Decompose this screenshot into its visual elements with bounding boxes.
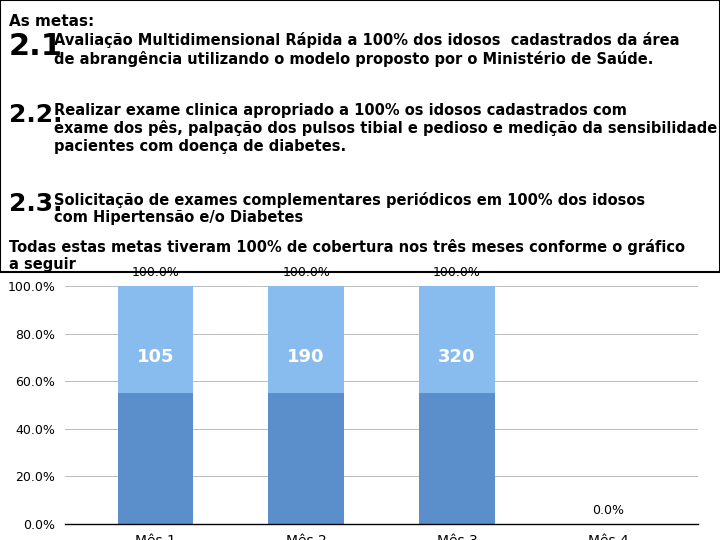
Bar	[419, 393, 495, 524]
Text: 0.0%: 0.0%	[592, 504, 624, 517]
Text: Realizar exame clinica apropriado a 100% os idosos cadastrados com
exame dos pês: Realizar exame clinica apropriado a 100%…	[54, 103, 720, 153]
Bar	[269, 286, 344, 393]
Text: Solicitação de exames complementares periódicos em 100% dos idosos
com Hipertens: Solicitação de exames complementares per…	[54, 192, 645, 225]
Text: Avaliação Multidimensional Rápida a 100% dos idosos  cadastrados da área
de abra: Avaliação Multidimensional Rápida a 100%…	[54, 32, 680, 67]
Text: 100.0%: 100.0%	[131, 266, 179, 279]
Text: 190: 190	[287, 348, 325, 367]
Text: Todas estas metas tiveram 100% de cobertura nos três meses conforme o gráfico
a : Todas estas metas tiveram 100% de cobert…	[9, 239, 685, 272]
Bar	[269, 393, 344, 524]
Text: 105: 105	[137, 348, 174, 367]
Text: 2.3.: 2.3.	[9, 192, 62, 215]
Bar	[419, 286, 495, 393]
Text: 100.0%: 100.0%	[433, 266, 481, 279]
Bar	[117, 393, 193, 524]
Text: 100.0%: 100.0%	[282, 266, 330, 279]
Text: 2.1: 2.1	[9, 32, 63, 62]
Text: 2.2.: 2.2.	[9, 103, 62, 126]
Text: 320: 320	[438, 348, 476, 367]
Bar	[117, 286, 193, 393]
Text: As metas:: As metas:	[9, 14, 94, 29]
